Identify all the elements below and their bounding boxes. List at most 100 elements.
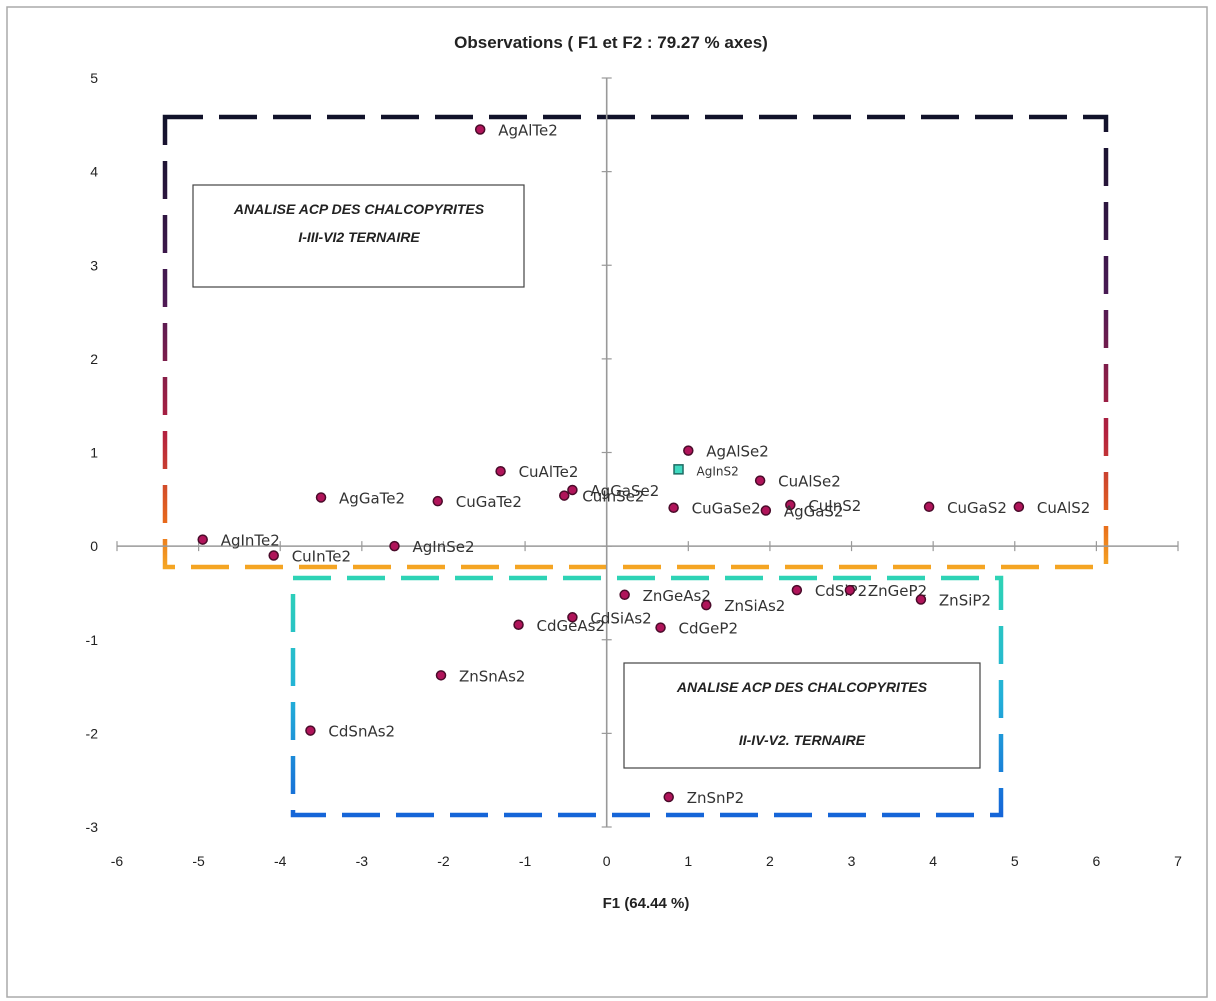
point-label: AgInS2 [697,464,739,478]
data-point: CuAlSe2 [754,473,841,491]
annotation-box-i-iii-vi2: ANALISE ACP DES CHALCOPYRITES I-III-VI2 … [192,184,525,288]
point-label: CuAlS2 [1037,499,1090,517]
data-point: AgInTe2 [197,532,280,550]
data-point: CuAlS2 [1013,499,1090,517]
point-marker [567,612,578,623]
data-point: AgGaTe2 [315,489,405,507]
annotation-box-ii-iv-v2: ANALISE ACP DES CHALCOPYRITES II-IV-V2. … [623,662,981,769]
point-marker [567,484,578,496]
x-tick-label: -1 [519,853,532,869]
data-point: CdSiAs2 [567,609,652,627]
x-tick-label: -5 [192,853,205,869]
point-marker [701,599,712,611]
point-label: CdSiAs2 [590,609,651,627]
y-tick-label: 0 [90,538,98,554]
y-tick-label: 2 [90,351,98,367]
point-label: ZnGeP2 [868,582,927,600]
y-tick-label: 3 [90,257,98,273]
point-label: CdSnAs2 [328,723,395,741]
point-marker [668,502,679,513]
point-marker [559,490,570,501]
x-tick-label: -3 [356,853,369,869]
point-marker [495,465,506,477]
point-marker [663,791,674,803]
data-point: CdGeP2 [655,620,738,638]
point-label: ZnSiAs2 [724,597,785,615]
y-tick-label: 1 [90,445,98,461]
point-marker [197,534,208,545]
point-marker [474,124,486,135]
data-point: CdSnAs2 [305,723,395,741]
data-point: AgInSe2 [389,538,475,556]
x-tick-label: 5 [1011,853,1019,869]
point-marker [513,619,524,631]
point-label: AgAlSe2 [706,443,769,461]
point-marker [760,505,772,516]
data-point: ZnSiAs2 [701,597,785,615]
point-marker [923,501,935,513]
y-tick-label: -2 [86,725,99,741]
point-marker [1013,501,1025,513]
data-point: AgAlTe2 [474,121,558,139]
data-point: AgInS2 [673,464,739,478]
x-tick-label: 0 [603,853,611,869]
point-marker [315,492,327,503]
point-label: CuGaSe2 [692,500,761,518]
x-tick-label: 6 [1092,853,1100,869]
point-label: AgAlTe2 [498,121,558,139]
point-marker [435,670,447,681]
point-label: CuInSe2 [582,488,644,506]
data-point: ZnGeP2 [844,582,927,600]
point-label: CdSiP2 [815,582,867,600]
data-point: AgAlSe2 [683,443,769,461]
axes [116,77,1179,828]
point-label: CdGeAs2 [537,617,605,635]
point-label: CuGaTe2 [456,493,522,511]
data-point: CuInTe2 [268,547,351,565]
point-label: AgInSe2 [412,538,474,556]
data-point: CuInS2 [785,497,861,515]
point-marker [844,584,856,596]
point-marker [683,445,694,456]
point-label: ZnSnP2 [687,789,744,807]
data-point: AgGaSe2 [567,482,659,500]
data-point: CuInSe2 [559,488,644,506]
point-marker [754,475,766,486]
point-label: CuInTe2 [292,547,351,565]
point-marker [655,622,666,633]
point-marker [673,464,684,475]
data-point: ZnSnP2 [663,789,744,807]
x-axis-label: F1 (64.44 %) [603,895,690,912]
annotation-line: II-IV-V2. TERNAIRE [739,732,866,748]
point-label: ZnSiP2 [939,591,991,609]
tick-labels: -6 -5 -4 -3 -2 -1 0 1 2 3 4 5 6 7 -3 -2 -1 0 1 2 3 4 5 [86,70,1183,869]
point-marker [619,589,630,601]
point-label: CuAlSe2 [778,473,841,491]
point-label: CuInS2 [808,497,861,515]
point-label: CuAlTe2 [519,463,579,481]
data-point: CuAlTe2 [495,463,579,481]
point-label: ZnSnAs2 [459,667,525,685]
x-tick-label: 3 [848,853,856,869]
y-tick-label: -1 [86,632,99,648]
x-tick-label: -2 [437,853,450,869]
point-marker [389,540,400,552]
point-marker [915,594,927,605]
data-point: CuGaSe2 [668,500,761,518]
point-label: AgGaTe2 [339,489,405,507]
data-point: CdSiP2 [791,582,867,600]
y-tick-label: 4 [90,164,98,180]
point-label: CuGaS2 [947,499,1007,517]
chart-title: Observations ( F1 et F2 : 79.27 % axes) [454,33,768,52]
data-point: AgGaS2 [760,503,844,521]
point-marker [785,499,796,511]
point-label: CdGeP2 [679,620,738,638]
point-marker [432,495,443,507]
data-point: CuGaS2 [923,499,1007,517]
point-label: AgInTe2 [221,532,280,550]
annotation-line: ANALISE ACP DES CHALCOPYRITES [233,201,485,217]
x-tick-label: -4 [274,853,287,869]
point-label: ZnGeAs2 [643,587,711,605]
data-point: ZnGeAs2 [619,587,711,605]
